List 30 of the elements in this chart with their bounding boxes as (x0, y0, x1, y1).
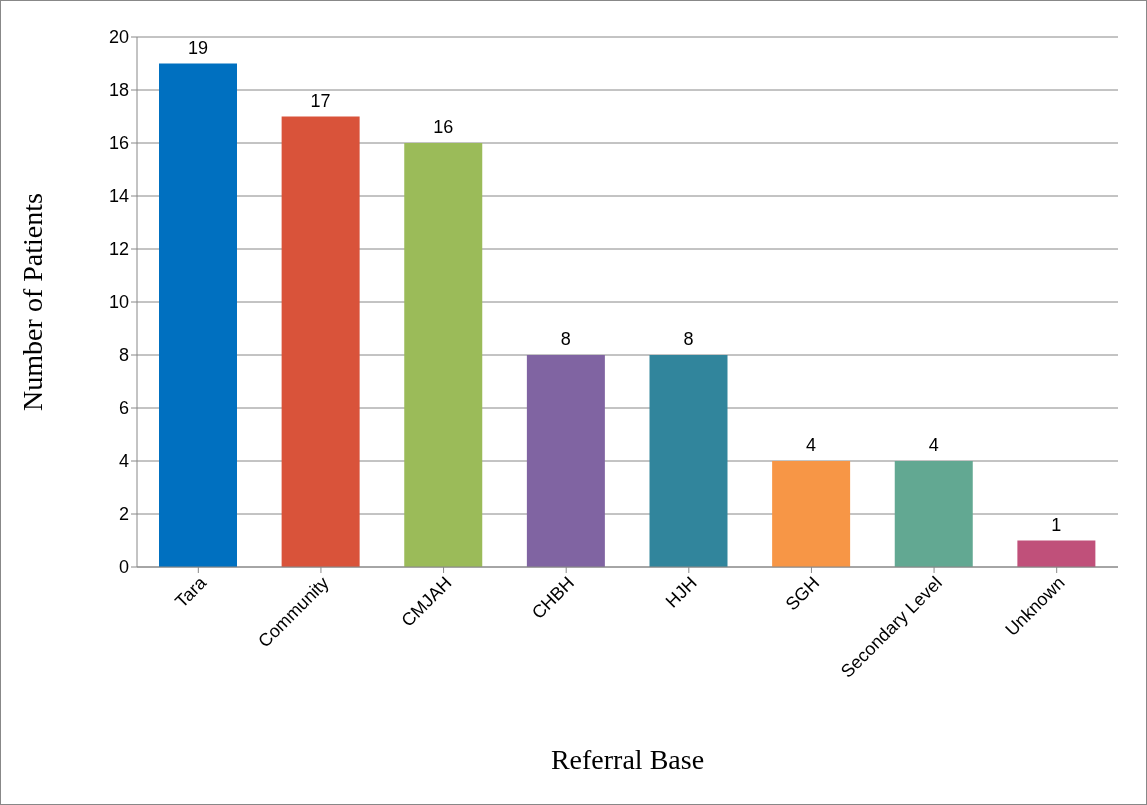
bar (1017, 540, 1096, 567)
y-axis-title: Number of Patients (16, 193, 48, 411)
bar (649, 355, 728, 567)
data-label: 19 (187, 37, 209, 58)
data-label: 17 (310, 90, 331, 111)
data-label: 4 (928, 435, 939, 455)
y-tick-label: 8 (118, 345, 129, 366)
data-label: 8 (560, 329, 571, 349)
bar (159, 63, 237, 567)
bar (281, 116, 360, 567)
bar (772, 461, 851, 567)
y-tick-label: 6 (118, 398, 129, 419)
x-axis-title: Referral Base (550, 744, 705, 775)
data-label: 16 (433, 117, 454, 137)
y-tick-label: 14 (108, 186, 129, 207)
bar (894, 461, 973, 567)
data-label: 8 (683, 329, 694, 349)
bar (404, 143, 483, 567)
y-tick-label: 4 (118, 451, 129, 472)
data-label: 4 (806, 435, 817, 455)
bar (526, 355, 605, 567)
x-tick-label: Tara (171, 572, 211, 612)
y-tick-label: 18 (108, 80, 129, 101)
y-tick-label: 0 (118, 557, 129, 578)
y-tick-label: 2 (118, 504, 129, 525)
y-tick-label: 16 (108, 133, 129, 154)
y-tick-label: 12 (108, 239, 129, 260)
y-tick-label: 20 (108, 27, 129, 48)
data-label: 1 (1051, 514, 1062, 535)
y-tick-label: 10 (108, 292, 129, 313)
